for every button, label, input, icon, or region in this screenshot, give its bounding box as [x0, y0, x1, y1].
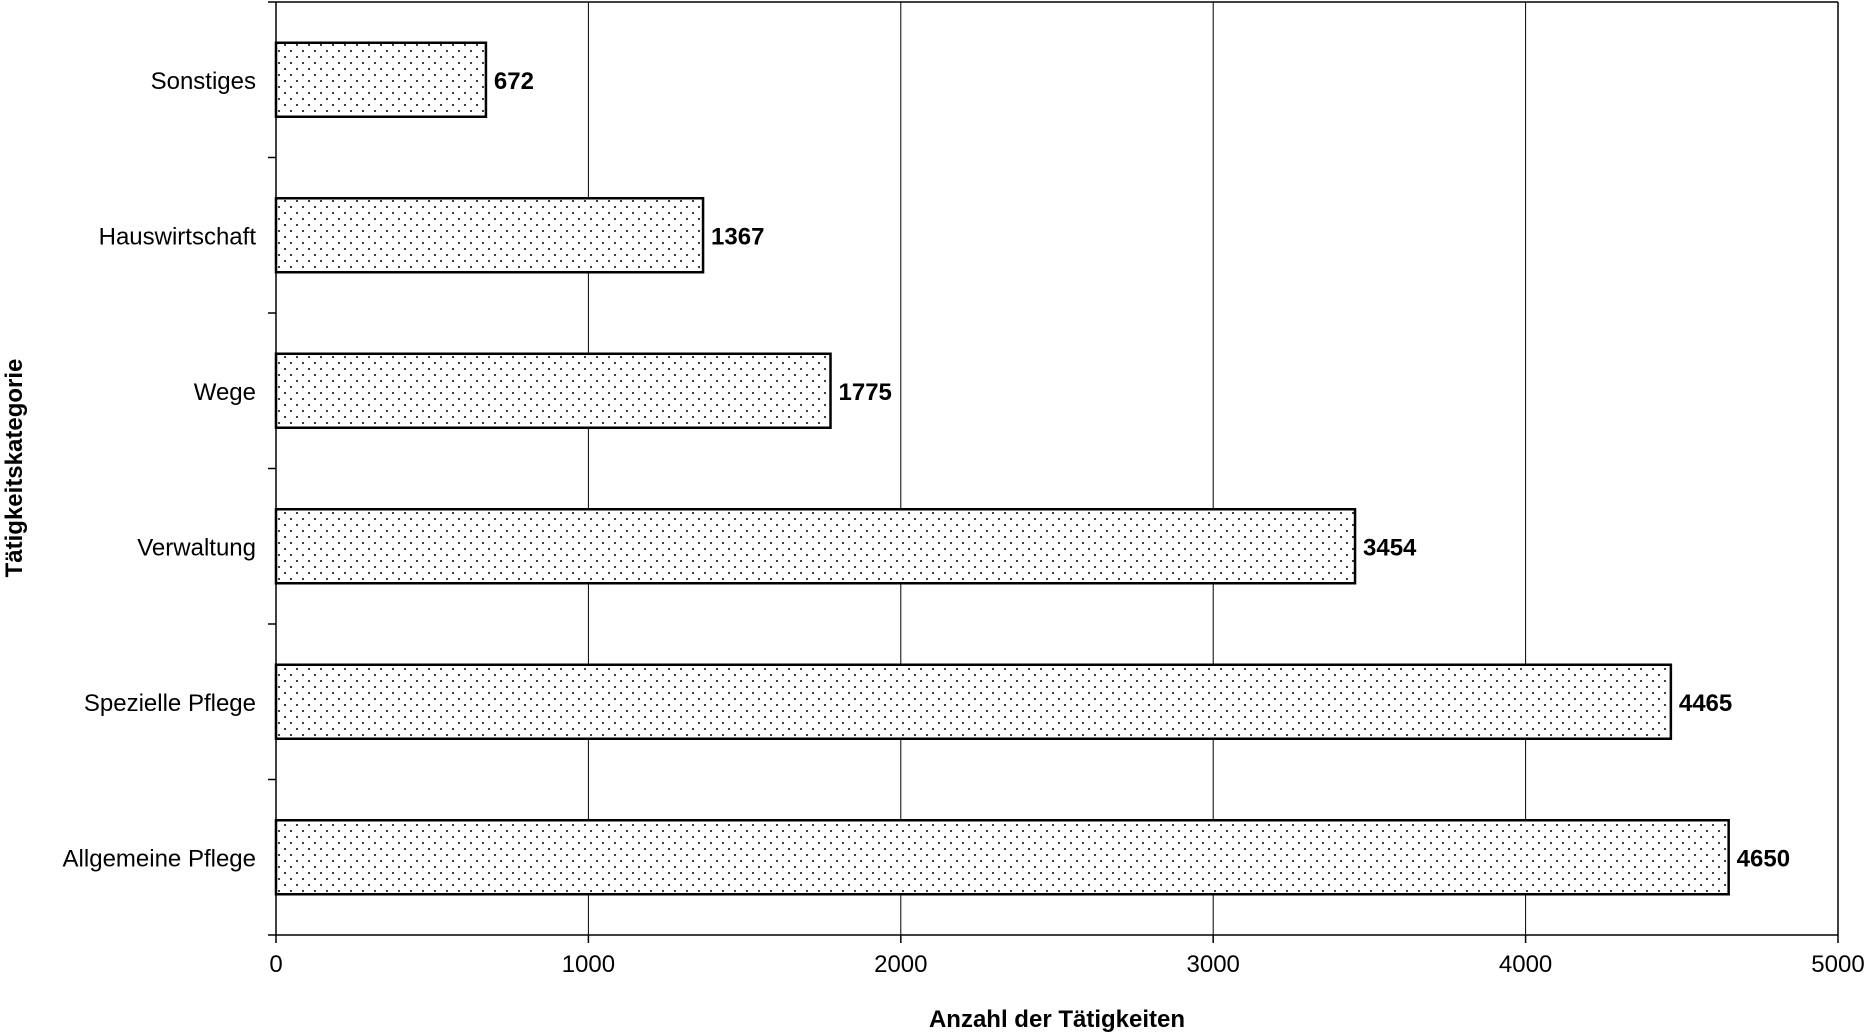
bar-verwaltung [274, 508, 1357, 585]
bar-spezielle-pflege [274, 663, 1673, 740]
x-tick-label: 2000 [874, 951, 927, 978]
bars [274, 41, 1730, 896]
x-tick-label: 3000 [1187, 951, 1240, 978]
x-tick-label: 5000 [1811, 951, 1864, 978]
data-labels: 672 1367 1775 3454 4465 4650 [494, 68, 1790, 873]
x-tick-label: 4000 [1499, 951, 1552, 978]
bar-allgemeine-pflege [274, 819, 1730, 896]
x-tick-labels: 0 1000 2000 3000 4000 5000 [269, 951, 1864, 978]
category-label: Wege [194, 379, 256, 406]
value-label: 672 [494, 68, 534, 95]
value-label: 3454 [1363, 534, 1417, 561]
x-tick-label: 0 [269, 951, 282, 978]
value-label: 1775 [839, 379, 892, 406]
category-label: Allgemeine Pflege [63, 845, 256, 872]
y-axis-title: Tätigkeitskategorie [1, 359, 28, 578]
value-label: 1367 [711, 223, 764, 250]
gridlines [587, 2, 1527, 935]
x-tick-label: 1000 [562, 951, 615, 978]
category-label: Sonstiges [151, 68, 256, 95]
value-label: 4650 [1737, 845, 1790, 872]
category-label: Spezielle Pflege [84, 690, 256, 717]
bar-sonstiges [274, 41, 488, 118]
value-label: 4465 [1679, 690, 1732, 717]
axes [268, 1, 1839, 943]
category-labels: Sonstiges Hauswirtschaft Wege Verwaltung Spe… [63, 68, 257, 873]
category-label: Hauswirtschaft [99, 223, 257, 250]
bar-wege [274, 352, 832, 429]
x-axis-title: Anzahl der Tätigkeiten [929, 1006, 1185, 1033]
bar-hauswirtschaft [274, 197, 705, 274]
category-label: Verwaltung [137, 534, 256, 561]
